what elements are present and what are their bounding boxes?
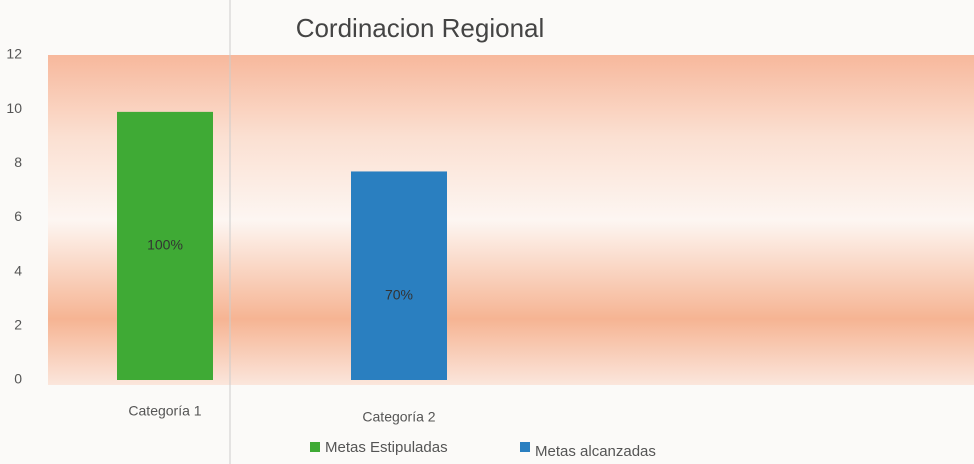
bar: [117, 111, 213, 380]
legend-swatch: [520, 442, 530, 452]
y-tick-label: 12: [6, 46, 22, 62]
y-tick-label: 0: [14, 371, 22, 387]
y-tick-label: 6: [14, 208, 22, 224]
legend-swatch: [310, 442, 320, 452]
y-tick-label: 10: [6, 100, 22, 116]
x-tick-label: Categoría 1: [128, 403, 201, 419]
bar-label: 70%: [385, 286, 413, 302]
chart-title: Cordinacion Regional: [296, 13, 545, 43]
y-tick-label: 4: [14, 262, 22, 278]
bar-label: 100%: [147, 237, 183, 253]
y-tick-label: 8: [14, 154, 22, 170]
y-tick-label: 2: [14, 317, 22, 333]
legend-label: Metas alcanzadas: [535, 443, 656, 460]
x-tick-label: Categoría 2: [362, 409, 435, 425]
bar: [351, 171, 447, 380]
legend-label: Metas Estipuladas: [325, 439, 448, 456]
